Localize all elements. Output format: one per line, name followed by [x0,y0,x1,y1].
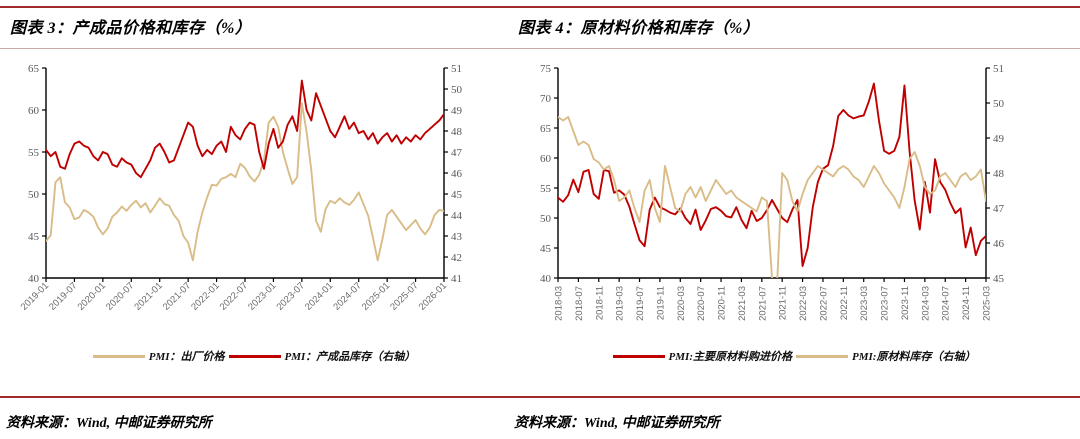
svg-text:2019-07: 2019-07 [47,280,79,312]
svg-text:45: 45 [540,243,552,255]
svg-text:2024-03: 2024-03 [920,286,931,321]
svg-text:65: 65 [540,123,552,135]
svg-text:2020-03: 2020-03 [676,286,687,321]
chart4-title: 图表 4：原材料价格和库存（%） [518,20,760,37]
svg-text:2023-01: 2023-01 [246,280,278,312]
svg-text:2019-01: 2019-01 [19,280,51,312]
svg-text:46: 46 [451,168,463,180]
svg-text:2022-01: 2022-01 [189,280,221,312]
svg-text:2019-07: 2019-07 [635,286,646,321]
legend-label: PMI:主要原材料购进价格 [668,351,792,363]
svg-text:45: 45 [451,189,463,201]
svg-text:47: 47 [451,147,463,159]
legend-label: PMI:原材料库存（右轴） [852,351,976,363]
svg-text:48: 48 [993,168,1005,180]
svg-text:2020-07: 2020-07 [696,286,707,321]
svg-text:49: 49 [451,105,463,117]
svg-text:2018-07: 2018-07 [574,286,585,321]
chart4-plot: 40 45 50 55 60 65 70 75 45 46 47 48 49 50 51 2018-03 201… [540,63,1005,321]
svg-text:50: 50 [540,213,552,225]
legend-line-icon [796,354,848,358]
svg-text:2023-07: 2023-07 [880,286,891,321]
svg-text:42: 42 [451,252,462,264]
legend-item[interactable]: PMI：出厂价格 [92,348,225,364]
svg-text:2021-01: 2021-01 [132,280,164,312]
svg-text:49: 49 [993,133,1005,145]
legend-item[interactable]: PMI:原材料库存（右轴） [796,348,975,364]
svg-text:2018-03: 2018-03 [554,286,565,321]
chart3-source: 资料来源：Wind, 中邮证券研究所 [6,416,212,431]
svg-text:2026-01: 2026-01 [417,280,449,312]
legend-line-icon [612,354,665,358]
svg-text:2025-07: 2025-07 [388,280,420,312]
svg-text:40: 40 [540,273,552,285]
svg-text:2022-03: 2022-03 [798,286,809,321]
svg-text:70: 70 [540,93,552,105]
svg-text:2019-03: 2019-03 [615,286,626,321]
svg-text:44: 44 [451,210,463,222]
chart3-title: 图表 3：产成品价格和库存（%） [10,20,252,37]
legend-line-icon [228,354,281,358]
svg-text:2020-11: 2020-11 [717,286,728,320]
svg-text:60: 60 [28,105,40,117]
svg-text:2022-07: 2022-07 [818,286,829,321]
svg-text:2023-03: 2023-03 [859,286,870,321]
svg-text:2022-07: 2022-07 [218,280,250,312]
svg-text:50: 50 [451,84,463,96]
chart3-legend: PMI：出厂价格 PMI：产成品库存（右轴） [0,348,508,364]
legend-item[interactable]: PMI：产成品库存（右轴） [228,348,416,364]
legend-line-icon [92,354,145,358]
svg-text:2018-11: 2018-11 [594,286,605,320]
top-rule [0,6,1080,8]
chart4-source: 资料来源：Wind, 中邮证券研究所 [514,416,720,431]
svg-text:2025-03: 2025-03 [982,286,993,321]
svg-text:55: 55 [540,183,552,195]
svg-text:2019-11: 2019-11 [655,286,666,320]
svg-text:51: 51 [451,63,462,75]
svg-text:55: 55 [28,147,40,159]
svg-text:2021-07: 2021-07 [757,286,768,321]
chart3-plot: 40 45 50 55 60 65 41 42 43 44 45 46 47 48 49 50 51 2019-0… [19,63,463,313]
svg-text:50: 50 [28,189,40,201]
chart3-panel: 40 45 50 55 60 65 41 42 43 44 45 46 47 48 49 50 51 2019-0… [0,56,508,386]
svg-text:46: 46 [993,238,1005,250]
chart4-legend: PMI:主要原材料购进价格 PMI:原材料库存（右轴） [508,348,1080,364]
svg-text:2023-07: 2023-07 [275,280,307,312]
svg-text:48: 48 [451,126,463,138]
svg-text:45: 45 [993,273,1005,285]
svg-text:2022-11: 2022-11 [839,286,850,320]
svg-text:51: 51 [993,63,1004,75]
legend-item[interactable]: PMI:主要原材料购进价格 [612,348,792,364]
title-underline-rule [0,48,1080,49]
svg-text:41: 41 [451,273,462,285]
source-rule [0,396,1080,398]
legend-label: PMI：产成品库存（右轴） [284,351,416,363]
svg-text:65: 65 [28,63,40,75]
svg-text:2021-03: 2021-03 [737,286,748,321]
svg-text:2020-07: 2020-07 [104,280,136,312]
svg-text:50: 50 [993,98,1005,110]
svg-text:2020-01: 2020-01 [76,280,108,312]
svg-text:43: 43 [451,231,463,243]
svg-text:2025-01: 2025-01 [360,280,392,312]
svg-text:2024-07: 2024-07 [941,286,952,321]
svg-text:75: 75 [540,63,552,75]
legend-label: PMI：出厂价格 [148,351,225,363]
svg-text:2024-11: 2024-11 [961,286,972,320]
svg-text:2024-01: 2024-01 [303,280,335,312]
svg-text:40: 40 [28,273,40,285]
svg-text:47: 47 [993,203,1005,215]
chart4-panel: 40 45 50 55 60 65 70 75 45 46 47 48 49 50 51 2018-03 201… [508,56,1080,386]
svg-text:45: 45 [28,231,40,243]
svg-text:2023-11: 2023-11 [900,286,911,320]
svg-text:2021-07: 2021-07 [161,280,193,312]
svg-text:60: 60 [540,153,552,165]
svg-text:2021-11: 2021-11 [778,286,789,320]
svg-text:2024-07: 2024-07 [331,280,363,312]
